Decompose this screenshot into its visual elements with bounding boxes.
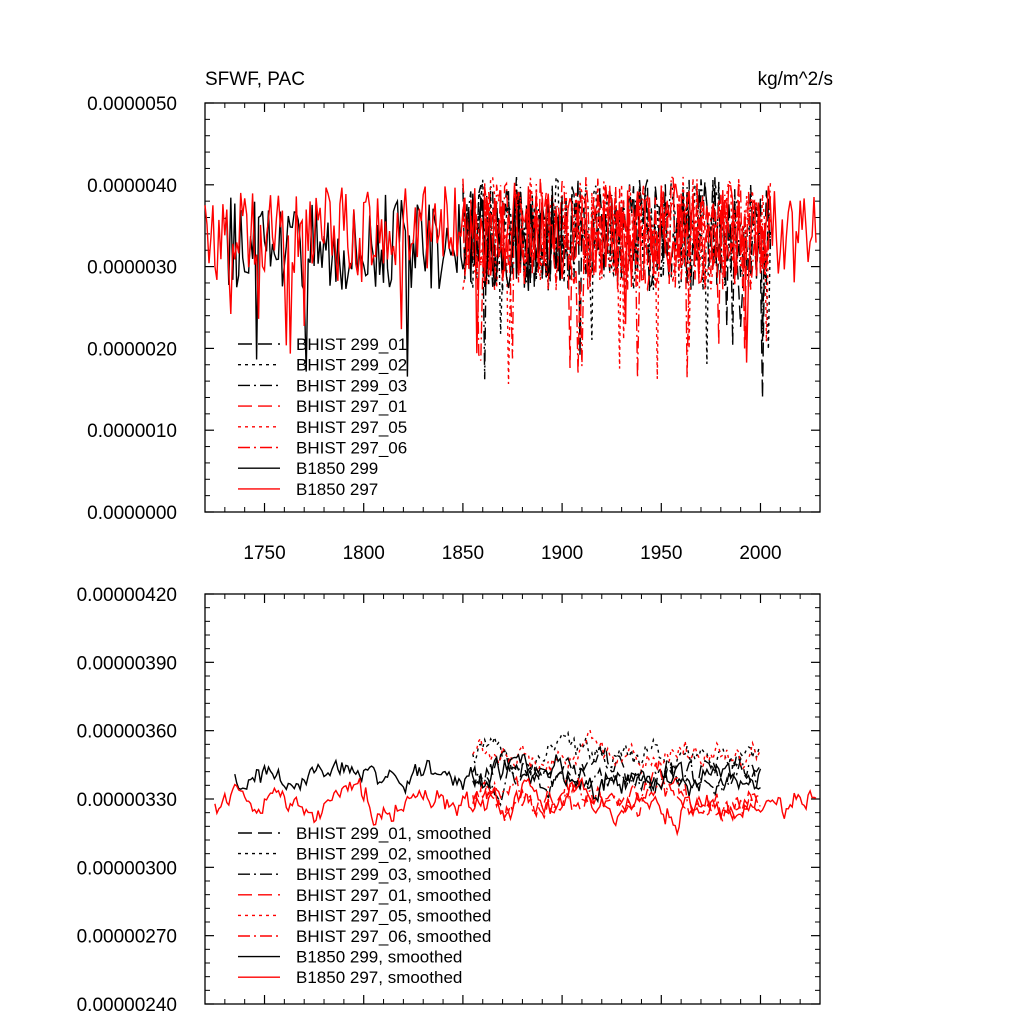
legend-label: B1850 299 — [296, 459, 378, 478]
bottom-tick-group: 0.00000240 0.00000270 0.00000300 0.00000330… — [77, 585, 821, 1016]
legend-label: B1850 297, smoothed — [296, 968, 462, 987]
series-line-7 — [214, 776, 817, 837]
y-tick-label: 0.0000010 — [87, 421, 177, 442]
y-tick-label: 0.00000420 — [77, 585, 177, 606]
series-line-6 — [224, 193, 563, 377]
legend-label: BHIST 299_02 — [296, 356, 407, 375]
y-tick-label: 0.00000240 — [77, 995, 177, 1016]
x-tick-label: 1750 — [243, 543, 285, 564]
legend-label: B1850 297 — [296, 480, 378, 499]
y-tick-label: 0.0000020 — [87, 339, 177, 360]
series-line-0 — [472, 746, 762, 794]
y-tick-label: 0.0000050 — [87, 94, 177, 115]
y-tick-label: 0.00000390 — [77, 653, 177, 674]
legend-label: BHIST 299_02, smoothed — [296, 845, 491, 864]
x-tick-label: 1950 — [640, 543, 682, 564]
y-tick-label: 0.0000040 — [87, 176, 177, 197]
legend-label: BHIST 297_05, smoothed — [296, 906, 491, 925]
x-tick-label: 2000 — [739, 543, 781, 564]
legend-label: BHIST 297_05 — [296, 418, 407, 437]
top-panel: SFWF, PAC kg/m^2/s 1750 1800 1850 1900 1950 2… — [87, 69, 833, 564]
legend-label: BHIST 297_01 — [296, 397, 407, 416]
x-tick-label: 1900 — [541, 543, 583, 564]
y-tick-label: 0.00000330 — [77, 790, 177, 811]
series-line-4 — [472, 727, 762, 775]
top-chart-units: kg/m^2/s — [758, 69, 833, 90]
legend-label: B1850 299, smoothed — [296, 948, 462, 967]
top-tick-group: 1750 1800 1850 1900 1950 2000 0.0000000 0.00000… — [87, 94, 821, 564]
y-tick-label: 0.00000270 — [77, 927, 177, 948]
series-line-1 — [472, 730, 762, 777]
legend-label: BHIST 299_01 — [296, 335, 407, 354]
top-series-group — [204, 175, 817, 399]
top-plot-frame — [204, 102, 821, 513]
bottom-legend: BHIST 299_01, smoothed BHIST 299_02, smoo… — [238, 824, 491, 987]
x-tick-label: 1800 — [343, 543, 385, 564]
legend-label: BHIST 299_01, smoothed — [296, 824, 491, 843]
y-tick-label: 0.00000300 — [77, 858, 177, 879]
legend-label: BHIST 297_06 — [296, 439, 407, 458]
series-line-5 — [472, 775, 761, 819]
series-line-7 — [204, 184, 817, 363]
y-tick-label: 0.00000360 — [77, 722, 177, 743]
legend-label: BHIST 299_03 — [296, 376, 407, 395]
bottom-series-group — [214, 727, 817, 837]
legend-label: BHIST 297_01, smoothed — [296, 886, 491, 905]
top-chart-title: SFWF, PAC — [205, 69, 305, 90]
y-tick-label: 0.0000000 — [87, 503, 177, 524]
legend-label: BHIST 297_06, smoothed — [296, 927, 491, 946]
legend-label: BHIST 299_03, smoothed — [296, 865, 491, 884]
y-tick-label: 0.0000030 — [87, 258, 177, 279]
x-tick-label: 1850 — [442, 543, 484, 564]
bottom-panel: 0.00000240 0.00000270 0.00000300 0.00000330… — [77, 585, 821, 1016]
series-line-6 — [234, 753, 762, 804]
